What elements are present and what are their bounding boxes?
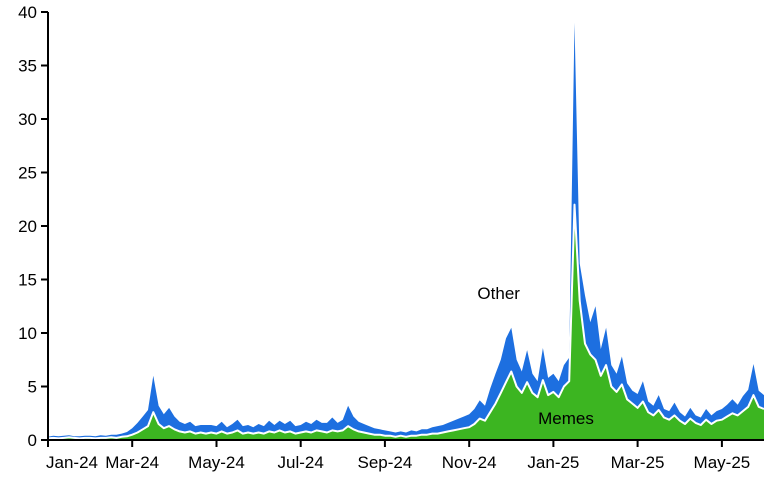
y-tick-label: 20 (18, 217, 37, 236)
y-tick-label: 10 (18, 324, 37, 343)
series-memes-area (48, 204, 764, 440)
x-tick-label: Sep-24 (357, 453, 412, 472)
y-tick-label: 40 (18, 3, 37, 22)
x-tick-label: Jan-25 (527, 453, 579, 472)
y-tick-label: 0 (28, 431, 37, 450)
x-tick-label: Mar-25 (611, 453, 665, 472)
memes-other-separator (47, 203, 765, 440)
y-tick-label: 30 (18, 110, 37, 129)
x-tick-label: May-25 (694, 453, 751, 472)
x-tick-label: Mar-24 (105, 453, 159, 472)
y-tick-label: 5 (28, 378, 37, 397)
annotation-other: Other (477, 284, 520, 303)
x-tick-label: Nov-24 (442, 453, 497, 472)
annotation-memes: Memes (538, 409, 594, 428)
y-tick-label: 25 (18, 164, 37, 183)
x-tick-label: Jul-24 (278, 453, 324, 472)
x-tick-label: Jan-24 (46, 453, 98, 472)
y-tick-label: 35 (18, 57, 37, 76)
y-tick-label: 15 (18, 271, 37, 290)
x-tick-label: May-24 (188, 453, 245, 472)
